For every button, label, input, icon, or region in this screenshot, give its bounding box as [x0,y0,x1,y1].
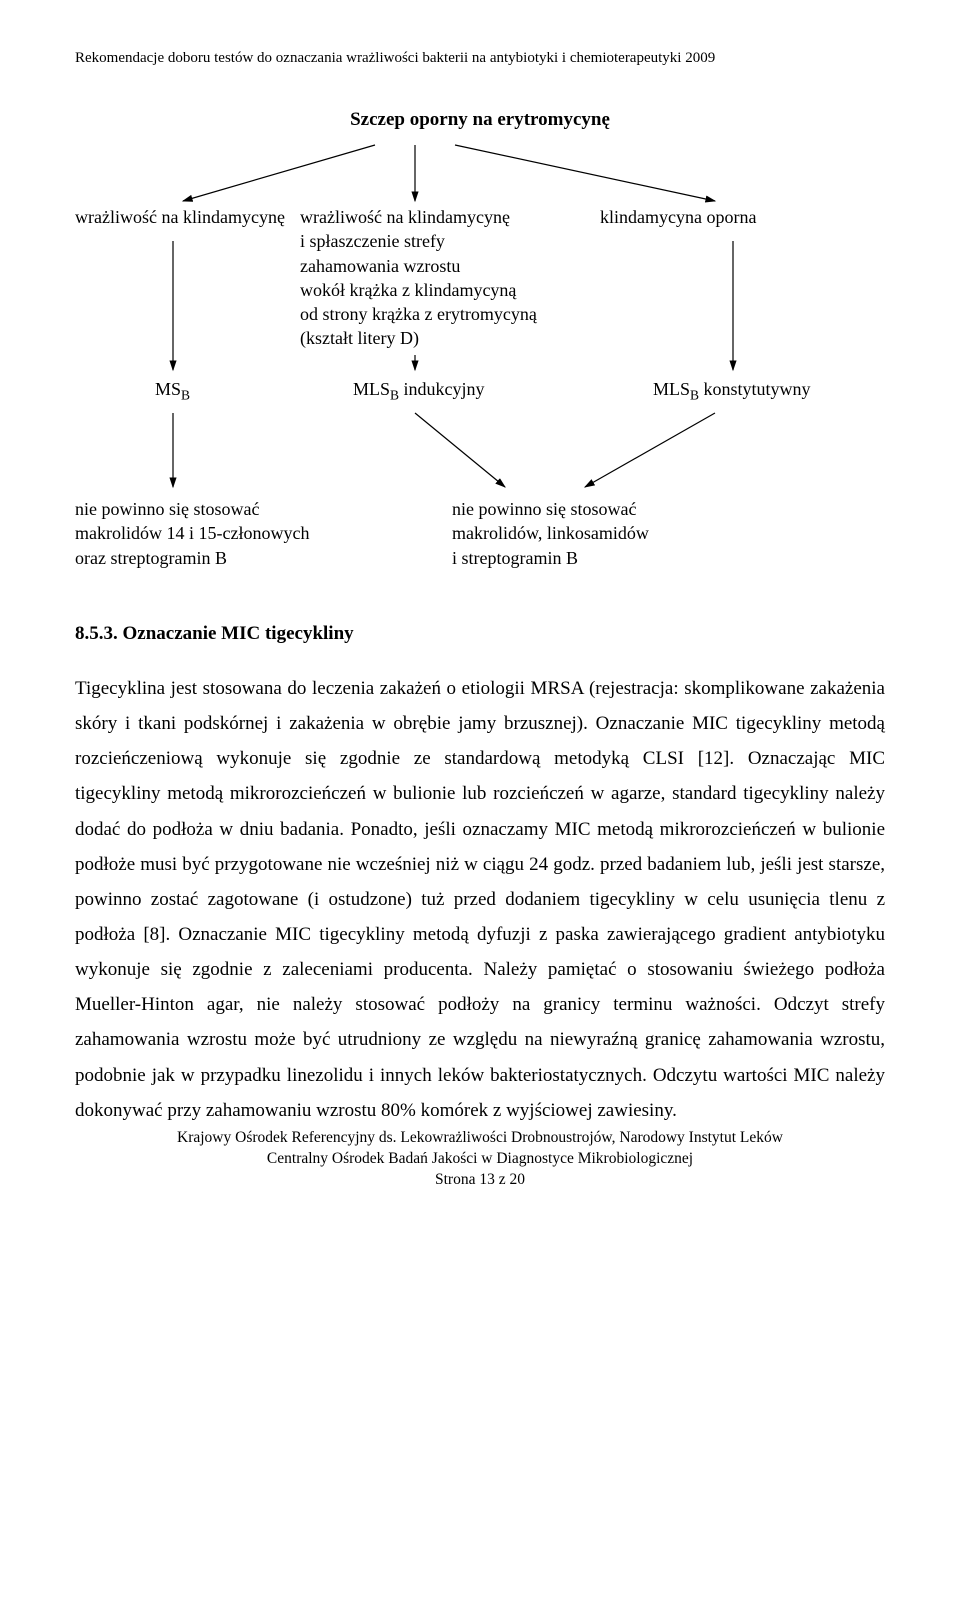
subscript: B [390,388,399,403]
diagram-title: Szczep oporny na erytromycynę [75,109,885,131]
node-d-shape: wrażliwość na klindamycynę i spłaszczeni… [300,205,550,351]
document-header: Rekomendacje doboru testów do oznaczania… [75,50,885,67]
footer-line: Strona 13 z 20 [435,1171,525,1188]
node-text: wrażliwość na klindamycynę [75,207,285,227]
node-line: i spłaszczenie strefy [300,231,445,251]
footer-line: Krajowy Ośrodek Referencyjny ds. Lekowra… [177,1129,783,1146]
node-line: makrolidów 14 i 15-członowych [75,523,309,543]
node-line: makrolidów, linkosamidów [452,523,649,543]
node-text: MLS [653,379,690,399]
node-line: wokół krążka z klindamycyną [300,280,516,300]
node-text: MS [155,379,181,399]
node-line: wrażliwość na klindamycynę [300,207,510,227]
section-body: Tigecyklina jest stosowana do leczenia z… [75,671,885,1128]
node-line: (kształt litery D) [300,328,419,348]
node-clinda-resistant: klindamycyna oporna [600,205,850,229]
node-text: konstytutywny [699,379,811,399]
node-line: od strony krążka z erytromycyną [300,304,537,324]
page-footer: Krajowy Ośrodek Referencyjny ds. Lekowra… [75,1128,885,1191]
node-text: MLS [353,379,390,399]
node-msb: MSB [155,377,190,401]
node-line: oraz streptogramin B [75,548,227,568]
node-no-macrolides-14-15: nie powinno się stosować makrolidów 14 i… [75,497,335,570]
node-no-macrolides-linko: nie powinno się stosować makrolidów, lin… [452,497,712,570]
node-text: klindamycyna oporna [600,207,756,227]
section-heading: 8.5.3. Oznaczanie MIC tigecykliny [75,623,885,645]
node-mlsb-ind: MLSB indukcyjny [353,377,485,401]
node-sensitive-clinda: wrażliwość na klindamycynę [75,205,290,229]
footer-line: Centralny Ośrodek Badań Jakości w Diagno… [267,1150,693,1167]
node-line: i streptogramin B [452,548,578,568]
node-line: nie powinno się stosować [75,499,259,519]
flow-diagram: wrażliwość na klindamycynę wrażliwość na… [75,145,885,585]
subscript: B [181,388,190,403]
node-mlsb-const: MLSB konstytutywny [653,377,811,401]
node-line: zahamowania wzrostu [300,256,460,276]
node-text: indukcyjny [399,379,485,399]
subscript: B [690,388,699,403]
page: Rekomendacje doboru testów do oznaczania… [0,0,960,1231]
node-line: nie powinno się stosować [452,499,636,519]
